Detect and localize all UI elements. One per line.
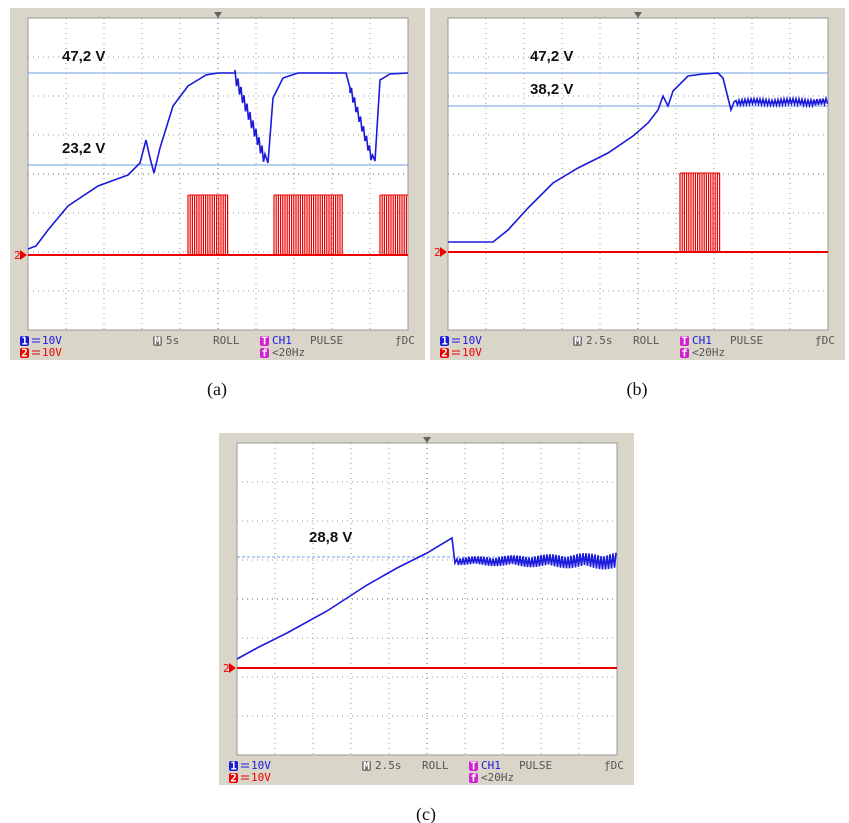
trigger-filter: <20Hz xyxy=(692,346,725,359)
trigger-type: PULSE xyxy=(519,759,552,772)
badge-label: f xyxy=(681,347,688,360)
coupling: ƒDC xyxy=(815,334,835,347)
mode: ROLL xyxy=(422,759,449,772)
ch2-marker-label: 2 xyxy=(434,246,441,259)
badge-label: 2 xyxy=(441,347,448,360)
timebase: 2.5s xyxy=(375,759,402,772)
trigger-type: PULSE xyxy=(730,334,763,347)
ch2-scale: 10V xyxy=(42,346,62,359)
level-annotation: 38,2 V xyxy=(530,81,573,98)
pulse-burst xyxy=(380,195,406,255)
ch2-scale: 10V xyxy=(251,771,271,784)
badge-label: M xyxy=(154,335,161,348)
level-annotation: 47,2 V xyxy=(530,48,573,65)
trigger-type: PULSE xyxy=(310,334,343,347)
caption: (c) xyxy=(416,804,436,823)
badge-label: f xyxy=(261,347,268,360)
level-annotation: 47,2 V xyxy=(62,48,105,65)
mode: ROLL xyxy=(213,334,240,347)
badge-label: 2 xyxy=(230,772,237,785)
coupling: ƒDC xyxy=(395,334,415,347)
coupling: ƒDC xyxy=(604,759,624,772)
badge-label: 2 xyxy=(21,347,28,360)
figure: 247,2 V23,2 V110V210VM5sROLLTCH1PULSEƒDC… xyxy=(0,0,849,823)
level-annotation: 28,8 V xyxy=(309,529,352,546)
timebase: 2.5s xyxy=(586,334,613,347)
caption: (b) xyxy=(627,379,648,400)
mode: ROLL xyxy=(633,334,660,347)
ch2-scale: 10V xyxy=(462,346,482,359)
timebase: 5s xyxy=(166,334,179,347)
trigger-filter: <20Hz xyxy=(272,346,305,359)
level-annotation: 23,2 V xyxy=(62,140,105,157)
caption: (a) xyxy=(207,379,227,400)
page: {"badges": ["1", "2", "M", "T", "f"], "p… xyxy=(0,0,849,823)
ch2-marker-label: 2 xyxy=(223,662,230,675)
ch2-marker-label: 2 xyxy=(14,249,21,262)
badge-label: M xyxy=(574,335,581,348)
badge-label: M xyxy=(363,760,370,773)
badge-label: f xyxy=(470,772,477,785)
trigger-filter: <20Hz xyxy=(481,771,514,784)
